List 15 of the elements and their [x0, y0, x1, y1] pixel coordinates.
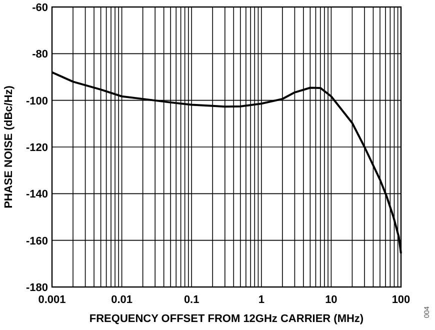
x-tick-label: 0.001 — [38, 294, 66, 306]
x-axis-title: FREQUENCY OFFSET FROM 12GHz CARRIER (MHz) — [89, 313, 364, 325]
x-tick-label: 0.01 — [111, 294, 133, 306]
y-tick-label: -180 — [26, 282, 48, 294]
y-tick-label: -100 — [26, 95, 48, 108]
y-tick-label: -160 — [26, 235, 48, 248]
y-tick-label: -80 — [32, 48, 48, 61]
x-tick-label: 0.1 — [184, 294, 200, 306]
y-tick-label: -120 — [26, 142, 48, 154]
x-tick-label: 1 — [258, 294, 264, 306]
y-tick-label: -140 — [26, 188, 48, 201]
y-tick-label: -60 — [32, 2, 48, 14]
y-axis-title: PHASE NOISE (dBc/Hz) — [3, 85, 15, 208]
x-tick-label: 10 — [325, 294, 338, 306]
x-tick-label: 100 — [392, 294, 410, 306]
